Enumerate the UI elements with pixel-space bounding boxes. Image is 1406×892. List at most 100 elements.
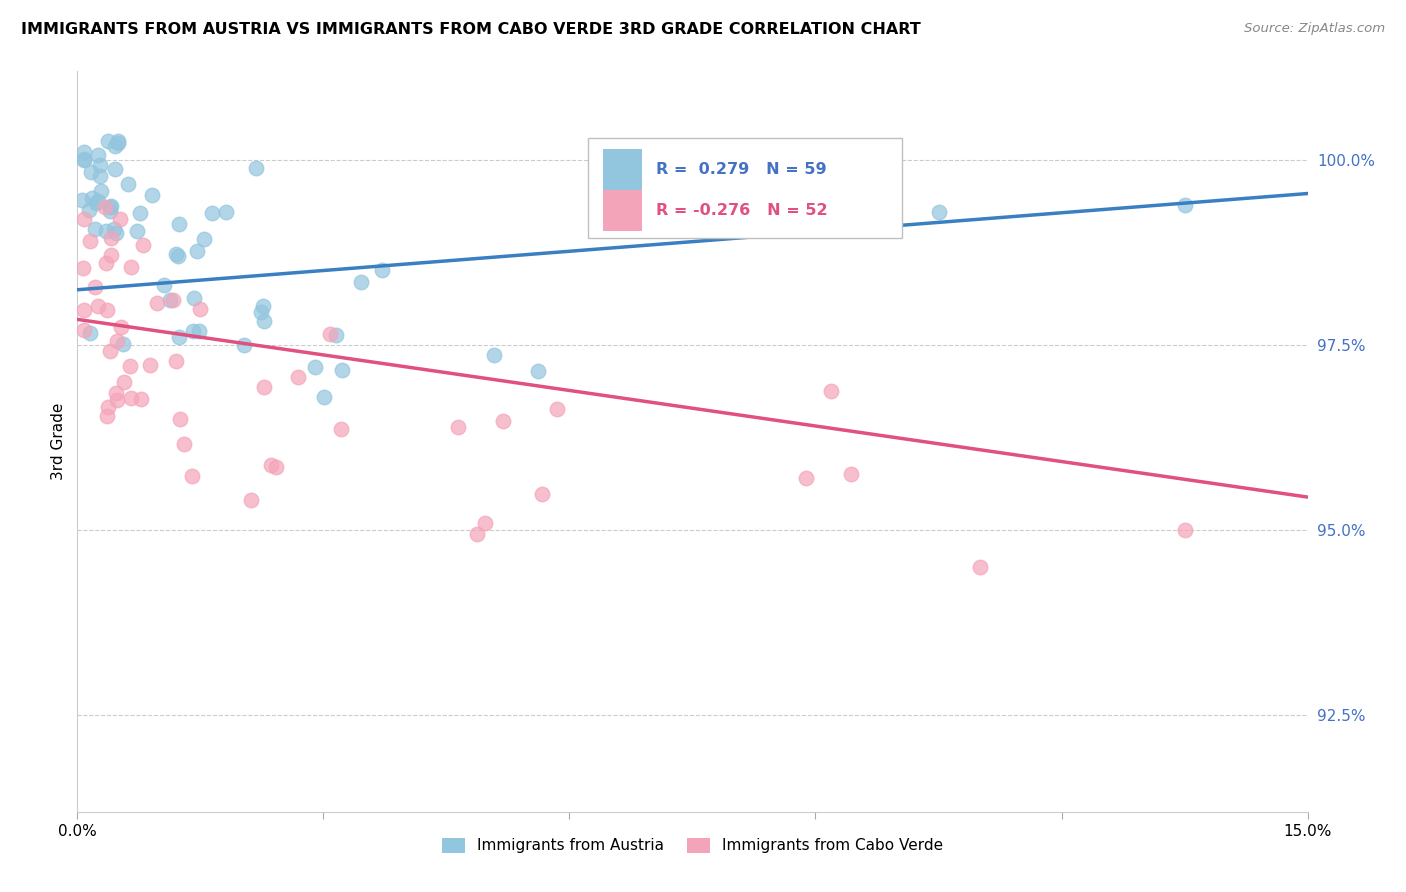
Point: [187, 324, 209, 338]
Point: [97, 134, 120, 148]
Point: [105, 386, 128, 401]
Point: [110, 319, 132, 334]
Point: [87, 194, 110, 208]
Point: [183, 291, 205, 305]
Point: [264, 459, 287, 474]
Point: [1174, 197, 1197, 211]
Point: [465, 527, 488, 541]
Point: [482, 348, 505, 362]
Point: [112, 375, 135, 389]
Point: [107, 136, 129, 150]
Point: [188, 302, 211, 317]
Point: [84, 221, 107, 235]
Point: [72, 193, 94, 207]
Text: R = -0.276   N = 52: R = -0.276 N = 52: [655, 203, 827, 218]
Point: [98, 200, 121, 214]
Point: [73, 211, 96, 226]
Point: [73, 153, 96, 167]
Point: [98, 204, 121, 219]
Point: [84, 196, 107, 211]
Point: [152, 278, 174, 293]
Point: [181, 469, 204, 483]
Point: [169, 412, 191, 426]
Point: [312, 390, 335, 404]
Point: [239, 493, 262, 508]
Point: [253, 314, 276, 328]
Point: [233, 338, 256, 352]
Point: [128, 206, 150, 220]
Point: [162, 293, 184, 308]
Point: [252, 299, 274, 313]
Point: [118, 359, 141, 373]
Point: [201, 206, 224, 220]
Point: [928, 205, 950, 219]
Point: [474, 516, 496, 530]
Point: [96, 224, 118, 238]
Point: [100, 248, 122, 262]
Point: [104, 161, 127, 176]
Text: R =  0.279   N = 59: R = 0.279 N = 59: [655, 162, 827, 178]
Bar: [603, 190, 643, 230]
Point: [446, 420, 468, 434]
Point: [371, 263, 394, 277]
Point: [107, 134, 129, 148]
Point: [73, 323, 96, 337]
Point: [173, 437, 195, 451]
Point: [98, 344, 121, 359]
Point: [79, 326, 101, 341]
Point: [73, 303, 96, 318]
Point: [165, 354, 187, 368]
Point: [86, 148, 108, 162]
Point: [287, 369, 309, 384]
Point: [72, 260, 94, 275]
Point: [350, 275, 373, 289]
Point: [97, 401, 120, 415]
Point: [120, 260, 142, 274]
Point: [169, 217, 191, 231]
Point: [250, 305, 273, 319]
Point: [146, 296, 169, 310]
Point: [1174, 524, 1197, 538]
Point: [492, 414, 515, 428]
Point: [120, 391, 142, 405]
Point: [96, 256, 118, 270]
Point: [186, 244, 208, 258]
Point: [90, 184, 112, 198]
Point: [138, 358, 160, 372]
Point: [245, 161, 267, 176]
Point: [330, 422, 353, 436]
Point: [969, 560, 991, 574]
Point: [96, 302, 118, 317]
Bar: [603, 149, 643, 190]
Point: [79, 202, 101, 217]
Point: [181, 324, 204, 338]
Point: [546, 402, 568, 417]
Point: [167, 250, 190, 264]
Point: [127, 224, 149, 238]
Point: [96, 409, 118, 424]
Point: [79, 234, 101, 248]
Point: [215, 205, 238, 219]
Point: [129, 392, 152, 406]
Point: [141, 187, 163, 202]
Point: [105, 392, 128, 407]
Point: [132, 238, 155, 252]
Y-axis label: 3rd Grade: 3rd Grade: [51, 403, 66, 480]
Point: [100, 231, 122, 245]
Text: Source: ZipAtlas.com: Source: ZipAtlas.com: [1244, 22, 1385, 36]
Point: [80, 165, 103, 179]
Point: [117, 177, 139, 191]
Point: [330, 363, 353, 377]
Point: [531, 487, 554, 501]
Point: [167, 330, 190, 344]
Point: [527, 364, 550, 378]
Point: [89, 169, 111, 183]
Point: [86, 299, 108, 313]
Point: [820, 384, 842, 398]
Point: [165, 246, 187, 260]
Legend: Immigrants from Austria, Immigrants from Cabo Verde: Immigrants from Austria, Immigrants from…: [436, 831, 949, 860]
Point: [83, 279, 105, 293]
Point: [253, 380, 276, 394]
Point: [325, 328, 347, 343]
Point: [319, 326, 342, 341]
